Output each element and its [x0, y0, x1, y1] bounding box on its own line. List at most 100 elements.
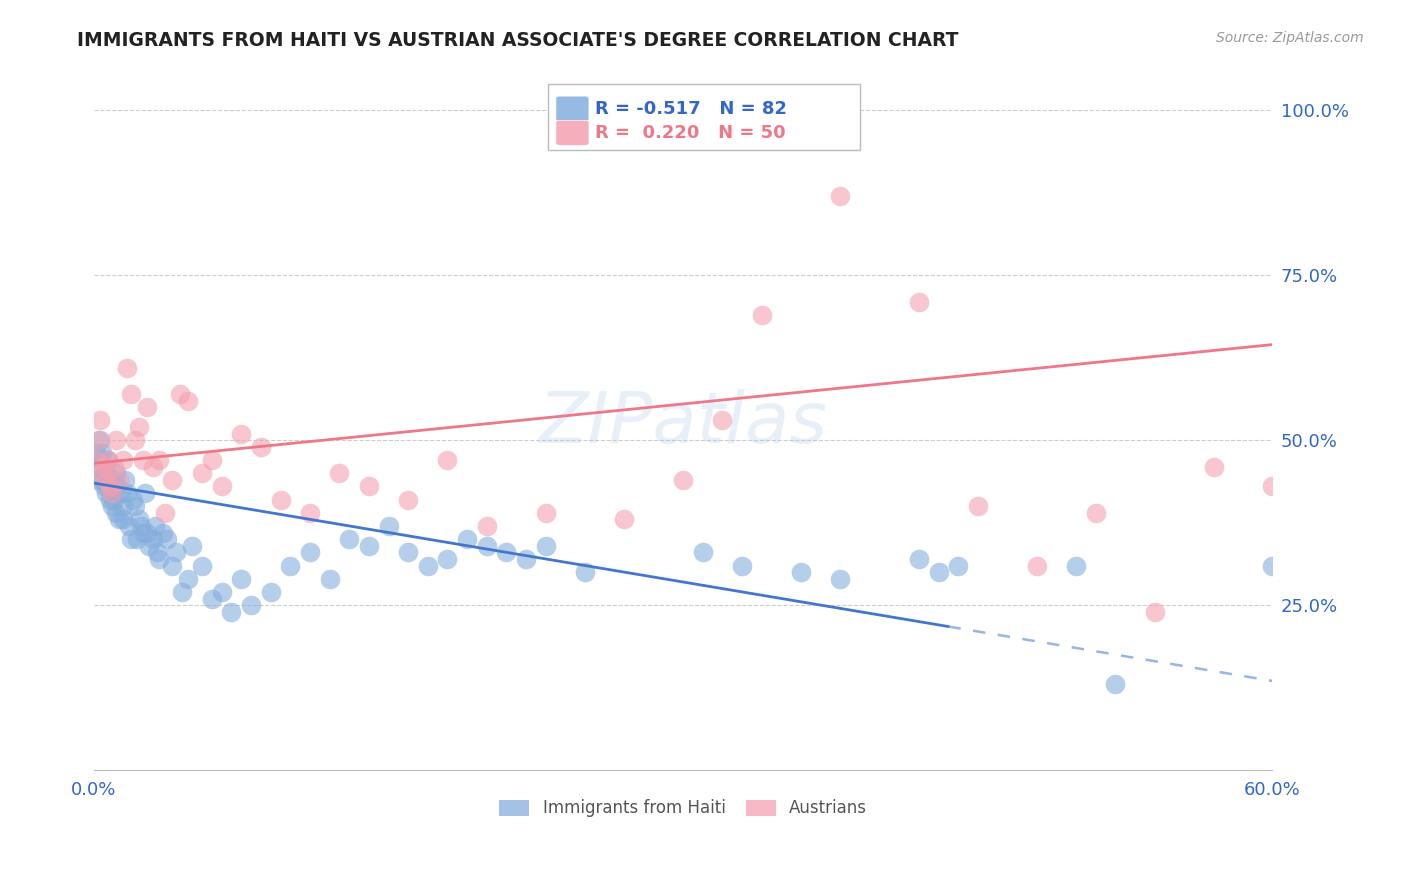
Point: [436, 552, 458, 566]
Point: [1025, 558, 1047, 573]
Point: [240, 598, 263, 612]
Point: [1104, 677, 1126, 691]
Point: [84, 446, 107, 460]
Point: [90, 473, 112, 487]
Text: ZIPatlas: ZIPatlas: [538, 389, 828, 458]
Point: [87, 459, 110, 474]
Point: [136, 401, 159, 415]
Point: [148, 453, 170, 467]
Point: [1261, 558, 1284, 573]
Point: [124, 434, 146, 448]
Text: R =  0.220   N = 50: R = 0.220 N = 50: [595, 124, 786, 142]
Point: [191, 466, 214, 480]
FancyBboxPatch shape: [548, 85, 860, 150]
Point: [613, 512, 636, 526]
Point: [89, 413, 111, 427]
Point: [475, 519, 498, 533]
Point: [790, 565, 813, 579]
Point: [117, 486, 139, 500]
Point: [136, 525, 159, 540]
Point: [416, 558, 439, 573]
Point: [108, 512, 131, 526]
Point: [191, 558, 214, 573]
Point: [181, 539, 204, 553]
Point: [928, 565, 950, 579]
Point: [177, 393, 200, 408]
Point: [731, 558, 754, 573]
Point: [143, 519, 166, 533]
Point: [318, 572, 340, 586]
Point: [103, 473, 125, 487]
Point: [152, 525, 174, 540]
Point: [90, 446, 112, 460]
Point: [357, 479, 380, 493]
Point: [396, 545, 419, 559]
Point: [172, 585, 194, 599]
Point: [110, 486, 132, 500]
Point: [456, 532, 478, 546]
Point: [100, 486, 122, 500]
Point: [1064, 558, 1087, 573]
Point: [377, 519, 399, 533]
Point: [534, 506, 557, 520]
Point: [155, 532, 177, 546]
Point: [94, 486, 117, 500]
Point: [948, 558, 970, 573]
Point: [112, 512, 135, 526]
Point: [120, 387, 142, 401]
Point: [93, 459, 115, 474]
Point: [672, 473, 695, 487]
Point: [211, 585, 233, 599]
Point: [162, 473, 184, 487]
Point: [153, 506, 176, 520]
Point: [250, 440, 273, 454]
Point: [104, 434, 127, 448]
Point: [103, 459, 125, 474]
Point: [177, 572, 200, 586]
Point: [830, 572, 852, 586]
Legend: Immigrants from Haiti, Austrians: Immigrants from Haiti, Austrians: [492, 793, 873, 824]
Point: [908, 294, 931, 309]
Point: [165, 545, 187, 559]
Point: [328, 466, 350, 480]
Point: [94, 473, 117, 487]
Point: [574, 565, 596, 579]
Point: [146, 545, 169, 559]
Point: [1084, 506, 1107, 520]
Point: [280, 558, 302, 573]
Point: [830, 189, 852, 203]
Point: [1202, 459, 1225, 474]
Point: [89, 434, 111, 448]
Point: [98, 473, 121, 487]
Point: [93, 479, 115, 493]
Point: [84, 453, 107, 467]
FancyBboxPatch shape: [555, 96, 589, 121]
Point: [97, 453, 120, 467]
Point: [112, 499, 135, 513]
Point: [90, 466, 112, 480]
Point: [148, 552, 170, 566]
Point: [118, 519, 141, 533]
Point: [129, 519, 152, 533]
Point: [201, 591, 224, 606]
Point: [515, 552, 537, 566]
Point: [94, 466, 117, 480]
Point: [231, 426, 253, 441]
Point: [122, 492, 145, 507]
Point: [298, 545, 321, 559]
Point: [692, 545, 714, 559]
Point: [169, 387, 191, 401]
Point: [298, 506, 321, 520]
Point: [98, 492, 121, 507]
Point: [127, 532, 149, 546]
Point: [117, 360, 139, 375]
Point: [966, 499, 988, 513]
Point: [124, 499, 146, 513]
Point: [436, 453, 458, 467]
Point: [114, 473, 136, 487]
Point: [908, 552, 931, 566]
Point: [132, 525, 155, 540]
Point: [107, 479, 129, 493]
Point: [142, 459, 165, 474]
Point: [1261, 479, 1284, 493]
